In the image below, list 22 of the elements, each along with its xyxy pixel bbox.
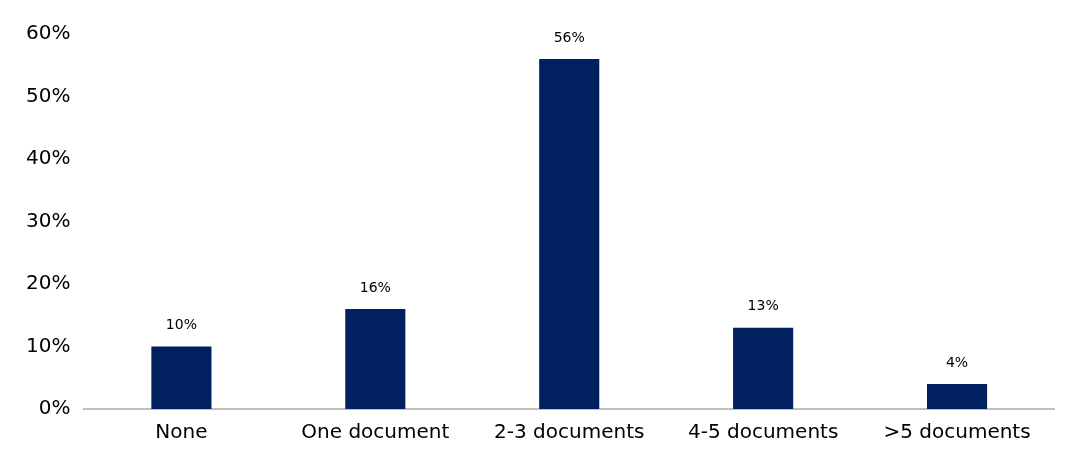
x-tick-label: None [155,419,208,444]
y-tick-label: 40% [26,145,71,170]
y-tick-label: 20% [26,270,71,295]
bar [151,346,212,409]
data-label: 13% [747,297,779,314]
data-label: 56% [553,28,585,45]
y-tick-label: 50% [26,82,71,107]
data-label: 10% [165,316,197,333]
y-tick-label: 60% [26,20,71,45]
bar [539,59,600,409]
y-tick-label: 10% [26,332,71,357]
x-tick-label: >5 documents [883,419,1031,444]
data-label: 4% [945,353,969,370]
x-tick-label: One document [301,419,450,444]
x-tick-label: 4-5 documents [687,419,839,444]
data-label: 16% [359,278,391,295]
bar [926,384,988,409]
bar [345,309,406,409]
x-tick-label: 2-3 documents [494,419,645,444]
bar [733,327,794,409]
y-tick-label: 30% [26,207,71,232]
y-tick-label: 0% [38,395,71,420]
